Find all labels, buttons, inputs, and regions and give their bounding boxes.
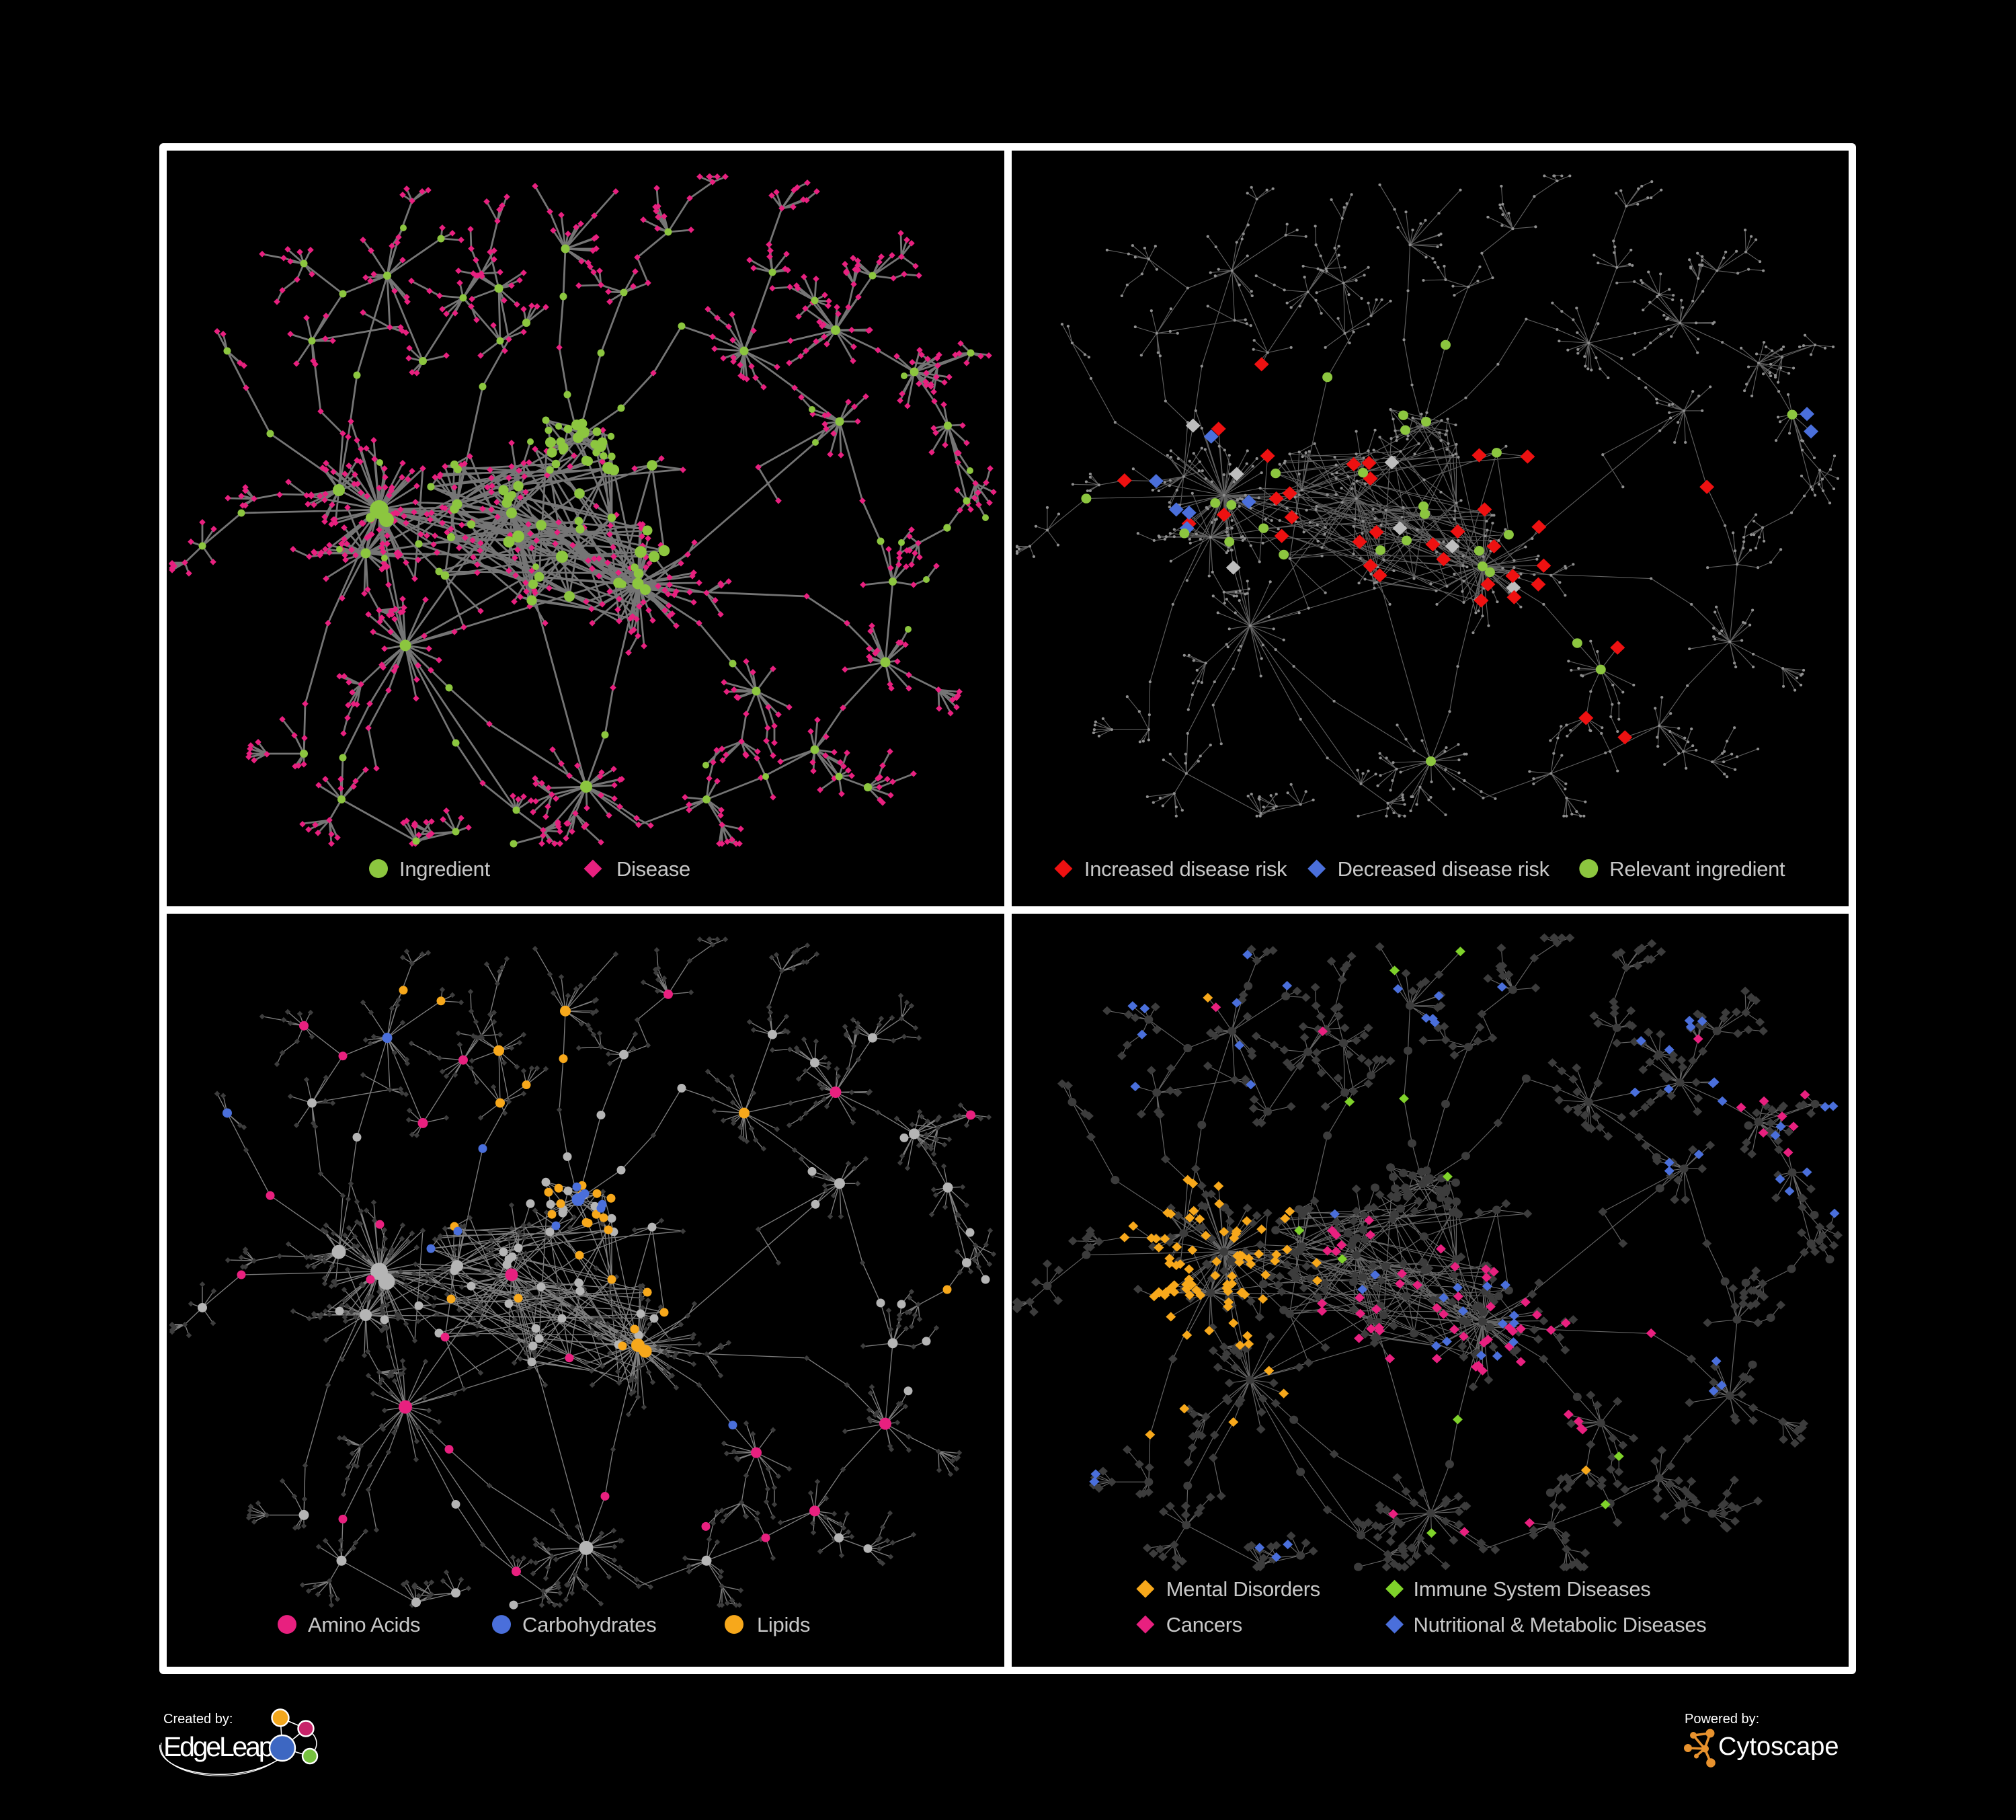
svg-text:Nutritional & Metabolic Diseas: Nutritional & Metabolic Diseases [1414,1613,1707,1636]
svg-text:Immune System Diseases: Immune System Diseases [1414,1577,1651,1601]
svg-text:Created by:: Created by: [163,1712,233,1727]
svg-text:Cytoscape: Cytoscape [1718,1733,1839,1761]
svg-text:Relevant ingredient: Relevant ingredient [1609,857,1785,881]
svg-text:Mental Disorders: Mental Disorders [1166,1577,1320,1601]
svg-text:Ingredient: Ingredient [399,857,491,881]
svg-text:Powered by:: Powered by: [1685,1712,1759,1727]
svg-text:Lipids: Lipids [757,1613,810,1636]
svg-text:Amino Acids: Amino Acids [308,1613,420,1636]
svg-text:Carbohydrates: Carbohydrates [522,1613,656,1636]
svg-text:EdgeLeap: EdgeLeap [163,1731,274,1762]
svg-text:Decreased disease risk: Decreased disease risk [1338,857,1550,881]
svg-text:Disease: Disease [616,857,690,881]
svg-text:Increased disease risk: Increased disease risk [1084,857,1287,881]
svg-text:Cancers: Cancers [1166,1613,1242,1636]
